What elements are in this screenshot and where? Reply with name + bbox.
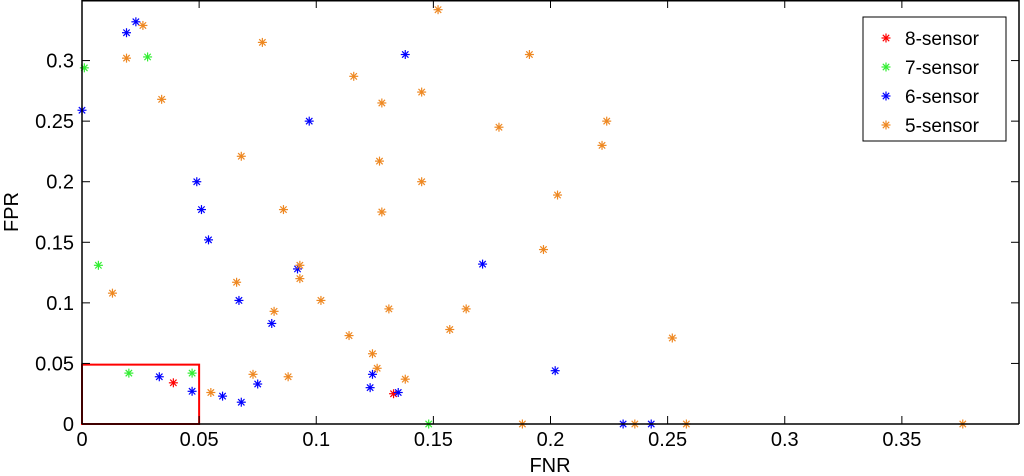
y-ticks: 0 0.05 0.1 0.15 0.2 0.25 0.3 bbox=[35, 51, 1019, 436]
point-5-sensor-24 bbox=[316, 295, 326, 305]
point-5-sensor-20 bbox=[295, 260, 305, 270]
point-6-sensor-11 bbox=[267, 318, 277, 328]
legend: 8-sensor 7-sensor 6-sensor 5-sensor bbox=[862, 16, 1007, 142]
point-5-sensor-6 bbox=[377, 98, 387, 108]
point-5-sensor-4 bbox=[524, 50, 534, 60]
point-5-sensor-15 bbox=[553, 190, 563, 200]
point-5-sensor-34 bbox=[400, 374, 410, 384]
x-tick-label: 0 bbox=[76, 429, 87, 451]
point-6-sensor-14 bbox=[218, 391, 228, 401]
y-tick-label: 0.3 bbox=[46, 51, 74, 73]
y-tick-label: 0.2 bbox=[46, 172, 74, 194]
y-tick-label: 0.15 bbox=[35, 232, 74, 254]
x-tick-label: 0.15 bbox=[414, 429, 453, 451]
point-5-sensor-16 bbox=[278, 205, 288, 215]
point-6-sensor-4 bbox=[304, 116, 314, 126]
x-tick-label: 0.25 bbox=[648, 429, 687, 451]
legend-entry-7-sensor: 7-sensor bbox=[881, 58, 980, 79]
y-tick-label: 0.25 bbox=[35, 111, 74, 133]
point-5-sensor-19 bbox=[232, 277, 242, 287]
point-6-sensor-3 bbox=[400, 50, 410, 60]
point-6-sensor-6 bbox=[196, 205, 206, 215]
point-5-sensor-0 bbox=[433, 5, 443, 15]
point-7-sensor-3 bbox=[124, 368, 134, 378]
point-5-sensor-14 bbox=[417, 177, 427, 187]
point-5-sensor-11 bbox=[597, 140, 607, 150]
x-axis-label: FNR bbox=[529, 455, 570, 476]
point-8-sensor-0 bbox=[168, 378, 178, 388]
point-6-sensor-16 bbox=[253, 379, 263, 389]
point-6-sensor-18 bbox=[365, 383, 375, 393]
legend-entry-5-sensor: 5-sensor bbox=[881, 116, 980, 137]
point-5-sensor-5 bbox=[349, 71, 359, 81]
series-6-sensor bbox=[77, 17, 656, 429]
point-6-sensor-12 bbox=[154, 372, 164, 382]
y-tick-label: 0 bbox=[63, 414, 74, 436]
point-5-sensor-25 bbox=[384, 304, 394, 314]
point-5-sensor-26 bbox=[461, 304, 471, 314]
point-7-sensor-2 bbox=[93, 260, 103, 270]
point-5-sensor-30 bbox=[367, 349, 377, 359]
x-ticks: 0 0.05 0.1 0.15 0.2 0.25 0.3 0.35 bbox=[76, 0, 921, 451]
x-tick-label: 0.05 bbox=[180, 429, 219, 451]
y-axis-label: FPR bbox=[1, 192, 23, 232]
point-5-sensor-21 bbox=[295, 274, 305, 284]
point-5-sensor-3 bbox=[257, 37, 267, 47]
legend-marker-8-sensor bbox=[881, 33, 891, 43]
point-6-sensor-9 bbox=[478, 259, 488, 269]
point-5-sensor-18 bbox=[538, 245, 548, 255]
point-5-sensor-28 bbox=[344, 331, 354, 341]
point-6-sensor-15 bbox=[236, 397, 246, 407]
legend-label: 6-sensor bbox=[905, 87, 980, 108]
x-tick-label: 0.35 bbox=[882, 429, 921, 451]
point-5-sensor-13 bbox=[374, 156, 384, 166]
point-5-sensor-10 bbox=[602, 116, 612, 126]
y-tick-label: 0.1 bbox=[46, 293, 74, 315]
legend-entry-8-sensor: 8-sensor bbox=[881, 29, 980, 50]
point-5-sensor-1 bbox=[138, 20, 148, 30]
y-tick-label: 0.05 bbox=[35, 353, 74, 375]
point-5-sensor-32 bbox=[248, 369, 258, 379]
point-6-sensor-19 bbox=[393, 388, 403, 398]
legend-label: 8-sensor bbox=[905, 29, 980, 50]
point-5-sensor-2 bbox=[122, 53, 132, 63]
x-tick-label: 0.2 bbox=[537, 429, 565, 451]
x-tick-label: 0.1 bbox=[302, 429, 330, 451]
point-7-sensor-1 bbox=[143, 52, 153, 62]
point-5-sensor-33 bbox=[283, 372, 293, 382]
point-5-sensor-17 bbox=[377, 207, 387, 217]
point-5-sensor-7 bbox=[417, 87, 427, 97]
point-5-sensor-27 bbox=[445, 325, 455, 335]
point-5-sensor-22 bbox=[107, 288, 117, 298]
point-5-sensor-8 bbox=[157, 94, 167, 104]
point-5-sensor-29 bbox=[667, 333, 677, 343]
point-7-sensor-0 bbox=[79, 63, 89, 73]
point-5-sensor-12 bbox=[236, 151, 246, 161]
point-5-sensor-9 bbox=[494, 122, 504, 132]
point-6-sensor-20 bbox=[550, 366, 560, 376]
point-6-sensor-17 bbox=[367, 369, 377, 379]
legend-marker-5-sensor bbox=[881, 120, 891, 130]
point-5-sensor-23 bbox=[269, 306, 279, 316]
point-5-sensor-31 bbox=[372, 363, 382, 373]
x-tick-label: 0.3 bbox=[771, 429, 799, 451]
point-7-sensor-4 bbox=[187, 368, 197, 378]
legend-label: 5-sensor bbox=[905, 116, 980, 137]
point-6-sensor-1 bbox=[122, 28, 132, 38]
point-6-sensor-7 bbox=[203, 235, 213, 245]
point-6-sensor-13 bbox=[187, 386, 197, 396]
legend-label: 7-sensor bbox=[905, 58, 980, 79]
point-5-sensor-35 bbox=[206, 388, 216, 398]
legend-entry-6-sensor: 6-sensor bbox=[881, 87, 980, 108]
point-6-sensor-5 bbox=[192, 177, 202, 187]
point-6-sensor-10 bbox=[234, 295, 244, 305]
point-6-sensor-0 bbox=[131, 17, 141, 27]
legend-marker-7-sensor bbox=[881, 62, 891, 72]
legend-marker-6-sensor bbox=[881, 91, 891, 101]
